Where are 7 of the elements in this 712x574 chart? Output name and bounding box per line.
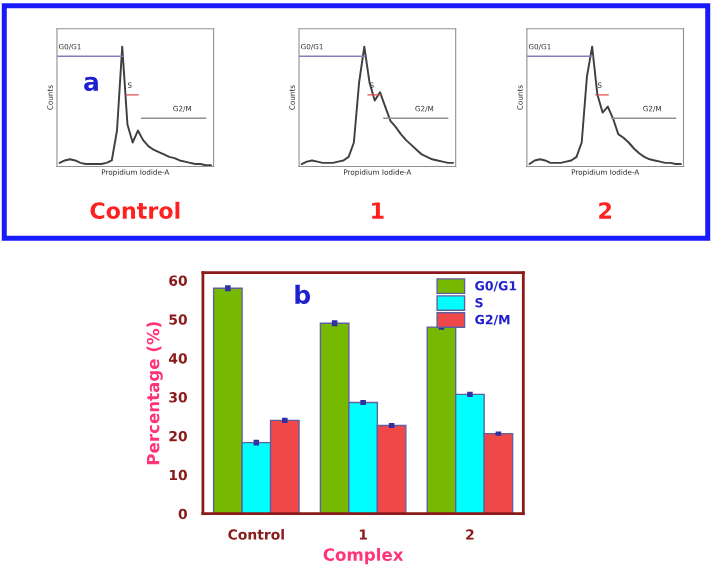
annotation: a (84, 76, 98, 92)
text: Control (90, 201, 180, 219)
annotation: b (295, 284, 311, 305)
text: 2 (599, 202, 611, 219)
x-axis-title: Complex (323, 548, 404, 565)
y-axis-title: Percentage (%) (146, 322, 163, 465)
text: 1 (372, 202, 384, 219)
